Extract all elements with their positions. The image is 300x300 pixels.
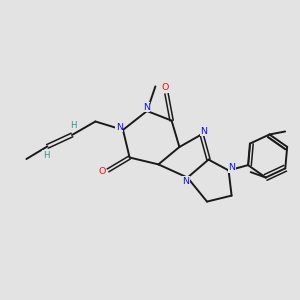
Text: N: N <box>182 177 189 186</box>
Text: O: O <box>161 83 169 92</box>
Text: N: N <box>116 123 123 132</box>
Text: N: N <box>143 103 150 112</box>
Text: N: N <box>200 127 208 136</box>
Text: H: H <box>43 151 49 160</box>
Text: O: O <box>98 167 106 176</box>
Text: H: H <box>70 122 77 130</box>
Text: N: N <box>228 164 235 172</box>
